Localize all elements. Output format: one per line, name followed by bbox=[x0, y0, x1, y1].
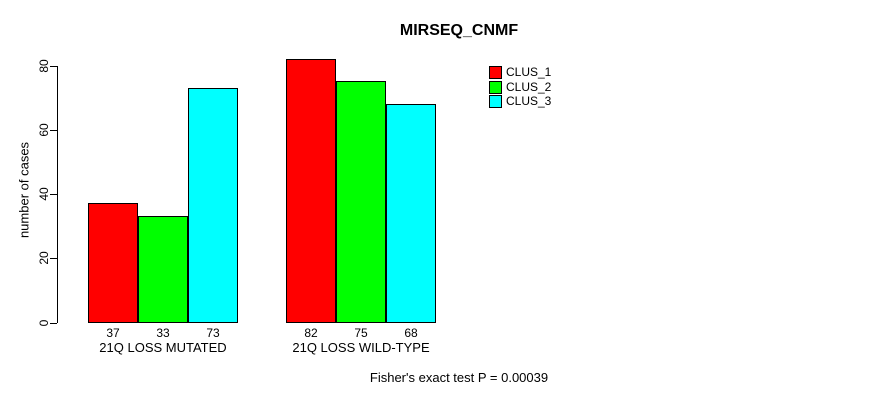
bar bbox=[336, 81, 386, 323]
y-tick bbox=[50, 130, 57, 131]
bar-value-label: 33 bbox=[156, 326, 170, 340]
y-tick-label: 80 bbox=[37, 59, 51, 73]
legend-item: CLUS_1 bbox=[489, 66, 551, 79]
legend-label: CLUS_2 bbox=[506, 79, 552, 94]
legend: CLUS_1 CLUS_2 CLUS_3 bbox=[489, 66, 551, 110]
legend-swatch bbox=[489, 80, 502, 94]
bar bbox=[88, 203, 138, 323]
bar-value-label: 68 bbox=[404, 326, 418, 340]
group-label: 21Q LOSS MUTATED bbox=[99, 340, 227, 355]
y-tick-label: 20 bbox=[37, 251, 51, 265]
bar-value-label: 75 bbox=[354, 326, 368, 340]
bar bbox=[138, 216, 188, 323]
y-tick bbox=[50, 323, 57, 324]
bar bbox=[188, 88, 238, 323]
bar-value-label: 73 bbox=[206, 326, 220, 340]
bar bbox=[286, 59, 336, 323]
y-axis-line bbox=[57, 65, 58, 323]
y-tick bbox=[50, 258, 57, 259]
group-label: 21Q LOSS WILD-TYPE bbox=[292, 340, 430, 355]
bar-value-label: 82 bbox=[304, 326, 318, 340]
legend-swatch bbox=[489, 66, 502, 79]
y-tick-label: 60 bbox=[37, 123, 51, 137]
legend-label: CLUS_1 bbox=[506, 65, 552, 79]
legend-label: CLUS_3 bbox=[506, 94, 552, 108]
y-axis-label: number of cases bbox=[16, 141, 32, 239]
y-tick-label: 0 bbox=[37, 319, 51, 327]
annotation-text: Fisher's exact test P = 0.00039 bbox=[369, 370, 549, 385]
legend-item: CLUS_2 bbox=[489, 79, 552, 94]
y-tick bbox=[50, 66, 57, 67]
chart-title: MIRSEQ_CNMF bbox=[399, 22, 519, 39]
legend-item: CLUS_3 bbox=[489, 95, 551, 108]
y-tick bbox=[50, 194, 57, 195]
bar-value-label: 37 bbox=[106, 326, 120, 340]
bar bbox=[386, 104, 436, 323]
y-tick-label: 40 bbox=[37, 187, 51, 201]
legend-swatch bbox=[489, 95, 502, 108]
